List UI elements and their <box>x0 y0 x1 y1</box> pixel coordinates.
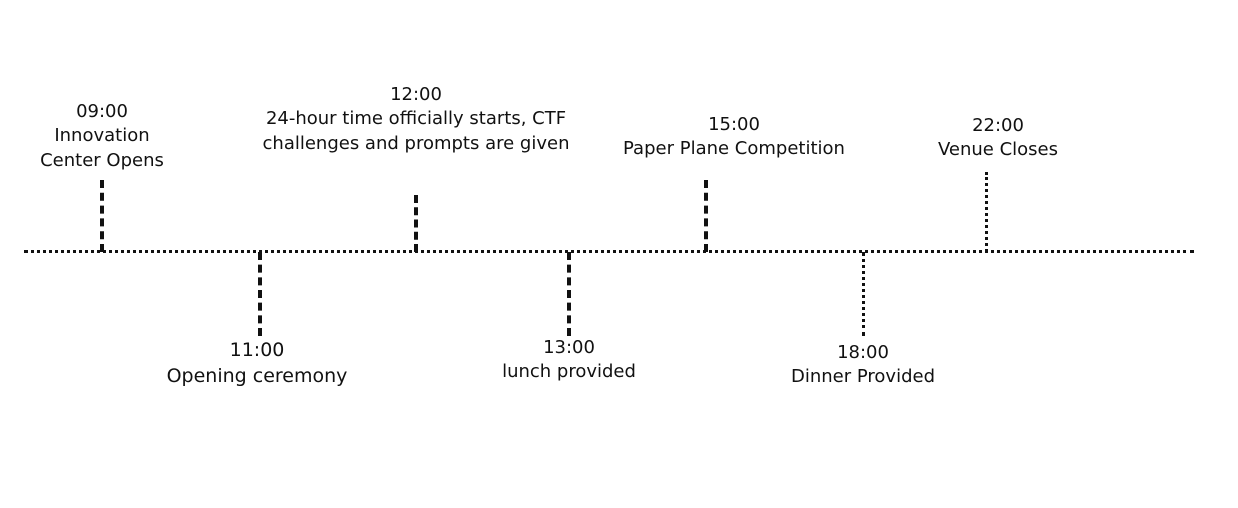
event-description: Innovation <box>54 125 150 147</box>
event-time: 15:00 <box>708 114 760 135</box>
tick-1500 <box>704 180 708 252</box>
event-description: 24-hour time officially starts, CTF <box>265 108 567 130</box>
event-description: Venue Closes <box>937 139 1058 161</box>
event-time: 22:00 <box>972 115 1024 136</box>
timeline-axis <box>24 250 1194 253</box>
event-label-1300: 13:00 lunch provided <box>469 336 669 385</box>
event-description: challenges and prompts are given <box>262 132 570 154</box>
event-time: 18:00 <box>837 342 889 363</box>
tick-1200 <box>414 195 418 252</box>
event-time: 12:00 <box>390 84 442 105</box>
event-time: 09:00 <box>76 101 128 122</box>
event-description: Dinner Provided <box>790 366 935 388</box>
event-time: 13:00 <box>543 337 595 358</box>
tick-1100 <box>258 252 262 336</box>
event-label-2200: 22:00 Venue Closes <box>898 114 1098 163</box>
event-description: lunch provided <box>502 361 636 383</box>
tick-0900 <box>100 180 104 252</box>
event-description: Opening ceremony <box>166 364 348 387</box>
event-label-0900: 09:00 Innovation Center Opens <box>12 100 192 173</box>
tick-2200 <box>985 172 988 252</box>
event-label-1100: 11:00 Opening ceremony <box>137 338 377 389</box>
event-description: Center Opens <box>40 149 164 171</box>
event-label-1800: 18:00 Dinner Provided <box>753 341 973 390</box>
event-label-1500: 15:00 Paper Plane Competition <box>589 113 879 162</box>
tick-1800 <box>862 252 865 336</box>
event-description: Paper Plane Competition <box>623 138 845 160</box>
event-time: 11:00 <box>229 339 285 361</box>
event-label-1200: 12:00 24-hour time officially starts, CT… <box>236 83 596 156</box>
tick-1300 <box>567 252 571 336</box>
